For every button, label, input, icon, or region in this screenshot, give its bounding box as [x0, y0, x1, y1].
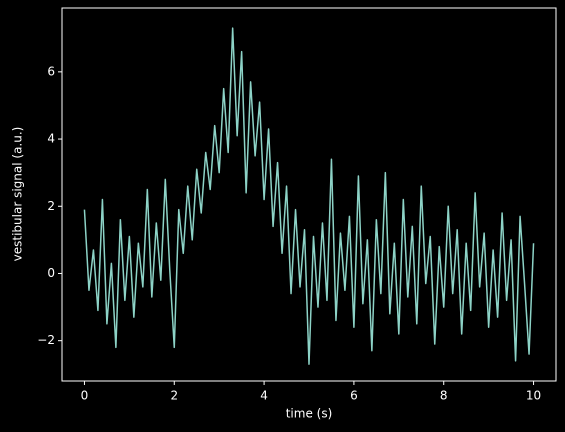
signal-line — [83, 27, 535, 365]
plot-frame — [61, 7, 557, 382]
y-axis-label: vestibular signal (a.u.) — [11, 127, 25, 262]
x-tick-label: 4 — [260, 389, 268, 403]
x-tick-label: 6 — [350, 389, 358, 403]
y-tick-label: 0 — [47, 266, 55, 280]
x-tick-label: 8 — [440, 389, 448, 403]
y-tick-label: −2 — [37, 333, 55, 347]
x-axis-label: time (s) — [286, 407, 333, 421]
y-tick-label: 2 — [47, 199, 55, 213]
y-tick-label: 6 — [47, 64, 55, 78]
x-tick-label: 10 — [526, 389, 541, 403]
y-tick-label: 4 — [47, 132, 55, 146]
x-tick-label: 0 — [81, 389, 89, 403]
x-tick-label: 2 — [170, 389, 178, 403]
